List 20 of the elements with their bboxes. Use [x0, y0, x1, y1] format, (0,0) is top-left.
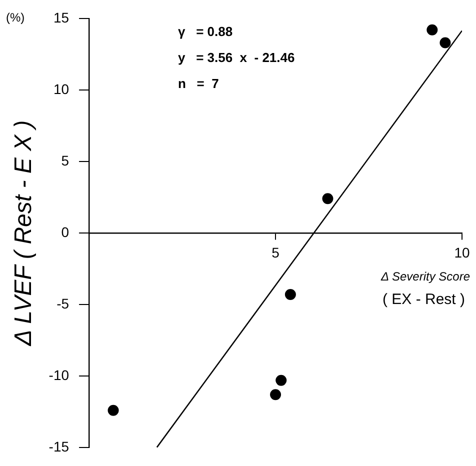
- y-tick-label: 10: [53, 80, 70, 97]
- y-axis-title: Δ LVEF ( Rest - E X ): [10, 120, 38, 347]
- y-tick-label: -5: [56, 295, 70, 312]
- point: [284, 289, 296, 300]
- annotation: γ = 0.88: [178, 24, 233, 39]
- point: [426, 24, 438, 36]
- x-axis-title: Δ Severity Score ( EX - Rest ): [380, 269, 470, 308]
- y-tick-label: 5: [61, 152, 70, 168]
- annotation: y = 3.56 x - 21.46: [178, 50, 295, 65]
- point: [440, 37, 451, 48]
- y-tick-label: 15: [53, 9, 70, 26]
- point: [270, 389, 282, 400]
- y-tick-label: -15: [48, 438, 70, 454]
- y-tick-label: 0: [61, 224, 70, 240]
- point: [276, 374, 287, 386]
- annotation: n = 7: [178, 76, 219, 91]
- point: [108, 404, 119, 416]
- point: [322, 193, 334, 204]
- y-tick-label: -10: [48, 366, 70, 383]
- text: (%): [6, 10, 25, 25]
